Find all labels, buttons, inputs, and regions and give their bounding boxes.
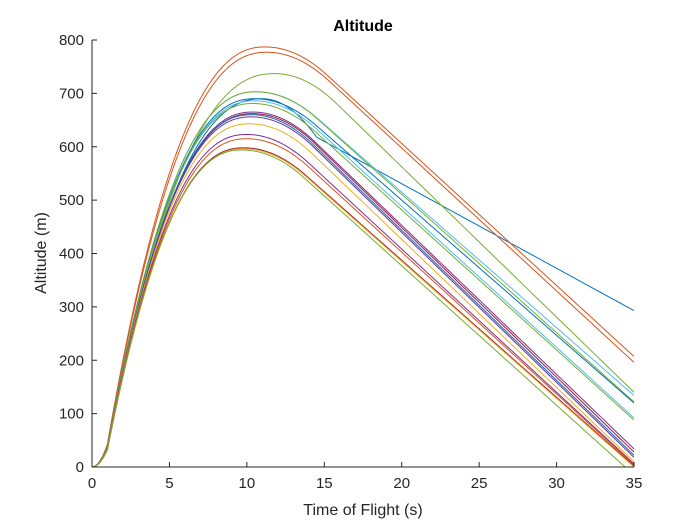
series-line-16 [92,138,634,467]
series-line-9 [92,103,634,467]
series-line-14 [92,123,634,467]
ticks-layer: 0 5 10 15 20 25 30 35 0 100 200 300 400 500 600 700 800 [59,32,642,492]
y-tick-label: 300 [59,299,84,316]
series-line-6 [92,91,634,467]
y-tick-label: 700 [59,85,84,102]
x-tick-label: 20 [393,475,410,492]
x-tick-label: 15 [316,475,333,492]
series-line-12 [92,114,634,467]
x-tick-label: 35 [626,475,643,492]
series-line-3 [92,51,634,467]
y-axis-label: Altitude (m) [33,212,50,294]
x-tick-label: 5 [165,475,173,492]
y-tick-label: 800 [59,32,84,49]
series-layer [92,46,634,467]
plot-area [92,40,634,467]
y-tick-label: 600 [59,139,84,156]
y-tick-label: 0 [76,459,84,476]
x-tick-label: 10 [239,475,256,492]
y-tick-label: 100 [59,406,84,423]
y-tick-label: 400 [59,246,84,263]
x-tick-label: 25 [471,475,488,492]
series-line-13 [92,116,634,467]
series-line-7 [92,98,634,467]
y-tick-label: 200 [59,352,84,369]
series-line-2 [92,46,634,467]
chart-title: Altitude [333,18,393,35]
series-line-15 [92,133,634,467]
series-line-19 [92,149,626,467]
x-tick-label: 0 [88,475,96,492]
x-axis-label: Time of Flight (s) [303,502,422,519]
x-tick-label: 30 [548,475,565,492]
y-tick-label: 500 [59,192,84,209]
